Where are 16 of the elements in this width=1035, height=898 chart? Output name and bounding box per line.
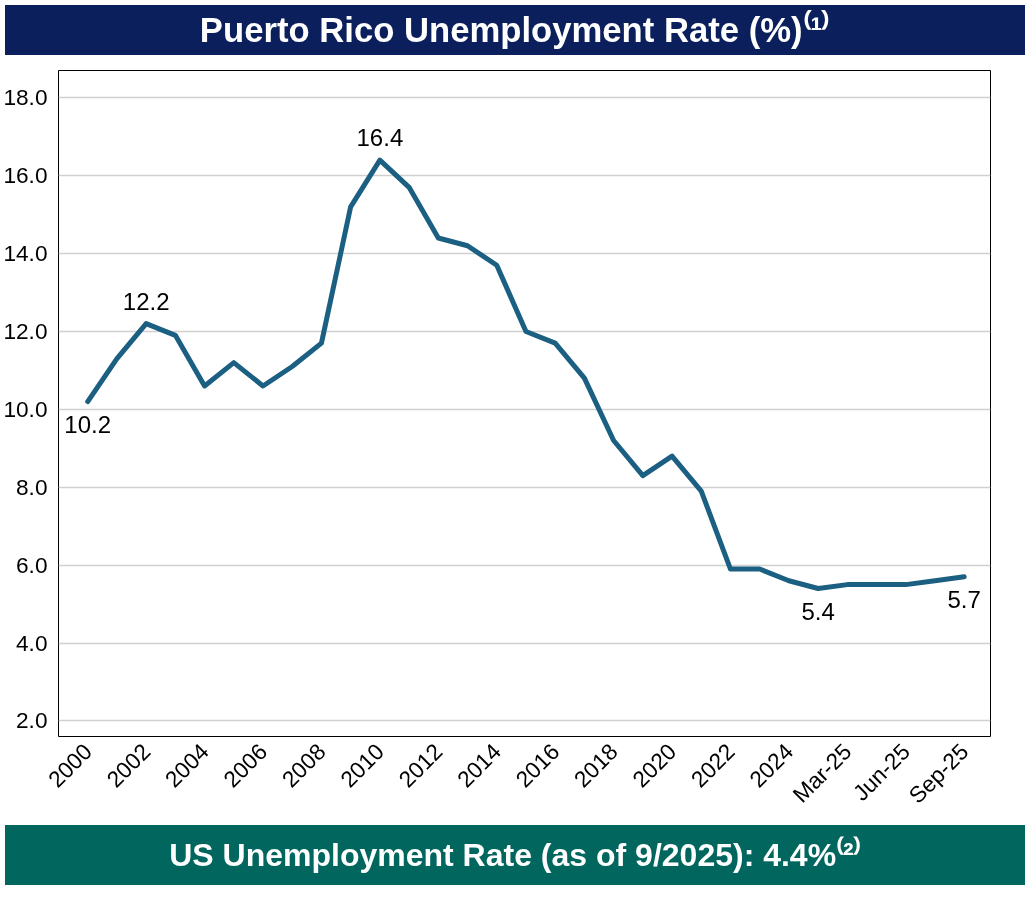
data-label: 16.4 <box>356 124 404 152</box>
chart-title: Puerto Rico Unemployment Rate (%)⁽¹⁾ <box>199 9 831 51</box>
y-tick-label: 18.0 <box>3 84 48 111</box>
y-tick-label: 8.0 <box>16 473 48 500</box>
y-tick-label: 6.0 <box>16 551 48 578</box>
data-label: 12.2 <box>122 287 170 315</box>
y-tick-label: 2.0 <box>16 707 48 734</box>
y-tick-label: 12.0 <box>3 317 48 344</box>
y-tick-label: 4.0 <box>16 629 48 656</box>
data-label: 10.2 <box>64 410 112 438</box>
y-tick-label: 16.0 <box>3 162 48 189</box>
y-tick-label: 10.0 <box>3 395 48 422</box>
data-label: 5.4 <box>801 597 835 625</box>
data-label: 5.7 <box>947 585 981 613</box>
text: US Unemployment Rate (as of 9/2025): 4.4%⁽²⁾ <box>169 835 861 875</box>
y-tick-label: 14.0 <box>3 240 48 267</box>
